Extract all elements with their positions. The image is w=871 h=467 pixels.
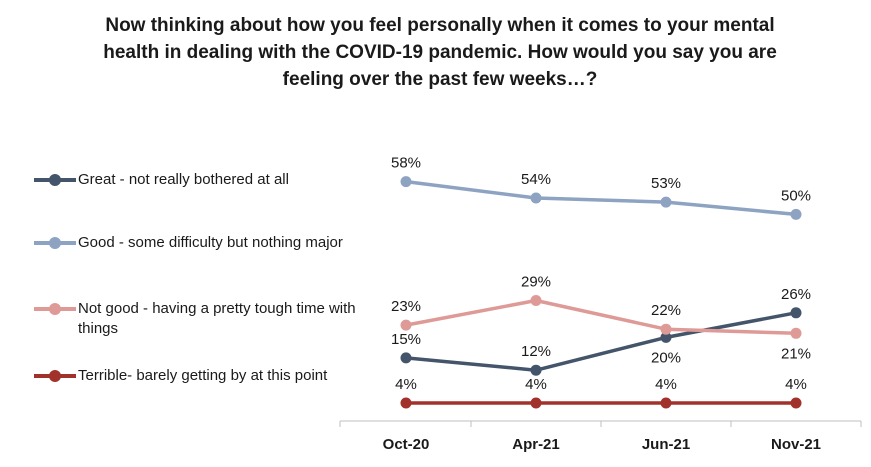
data-label-good: 53% xyxy=(651,175,681,192)
legend: Great - not really bothered at all Good … xyxy=(34,0,374,467)
data-label-terrible: 4% xyxy=(785,376,807,393)
legend-marker-not-good xyxy=(34,299,76,319)
data-label-not-good: 22% xyxy=(651,302,681,319)
data-label-terrible: 4% xyxy=(395,376,417,393)
data-point-great xyxy=(660,331,672,343)
data-label-good: 54% xyxy=(521,171,551,188)
x-tick-label: Oct-20 xyxy=(383,436,430,453)
x-tick-label: Nov-21 xyxy=(771,436,821,453)
data-label-great: 20% xyxy=(651,349,681,366)
data-point-not-good xyxy=(400,319,412,331)
data-point-terrible xyxy=(790,397,802,409)
data-point-good xyxy=(790,208,802,220)
data-point-terrible xyxy=(660,397,672,409)
data-point-not-good xyxy=(790,327,802,339)
data-label-terrible: 4% xyxy=(525,376,547,393)
legend-item-good: Good - some difficulty but nothing major xyxy=(34,233,368,253)
data-label-good: 50% xyxy=(781,187,811,204)
data-point-great xyxy=(790,307,802,319)
data-point-good xyxy=(530,192,542,204)
data-point-great xyxy=(530,364,542,376)
x-tick-label: Apr-21 xyxy=(512,436,560,453)
x-tick-label: Jun-21 xyxy=(642,436,690,453)
data-point-not-good xyxy=(660,323,672,335)
legend-marker-terrible xyxy=(34,366,76,386)
legend-item-great: Great - not really bothered at all xyxy=(34,170,368,190)
chart-title: Now thinking about how you feel personal… xyxy=(103,15,777,90)
series-line-great xyxy=(405,311,797,372)
data-point-terrible xyxy=(400,397,412,409)
legend-marker-good xyxy=(34,233,76,253)
data-label-not-good: 23% xyxy=(391,298,421,315)
data-label-great: 12% xyxy=(521,343,551,360)
legend-label-good: Good - some difficulty but nothing major xyxy=(78,234,343,251)
data-label-good: 58% xyxy=(391,155,421,172)
legend-label-terrible: Terrible- barely getting by at this poin… xyxy=(78,367,328,384)
data-label-not-good: 21% xyxy=(781,345,811,362)
legend-label-great: Great - not really bothered at all xyxy=(78,171,289,188)
data-point-great xyxy=(400,352,412,364)
series-line-not-good xyxy=(405,298,797,336)
data-point-not-good xyxy=(530,295,542,306)
data-label-terrible: 4% xyxy=(655,376,677,393)
data-label-not-good: 29% xyxy=(521,274,551,291)
data-label-great: 26% xyxy=(781,286,811,303)
legend-marker-great xyxy=(34,170,76,190)
legend-item-not-good: Not good - having a pretty tough time wi… xyxy=(34,299,363,339)
legend-item-terrible: Terrible- barely getting by at this poin… xyxy=(34,366,368,386)
data-label-great: 15% xyxy=(391,331,421,348)
series-line-good xyxy=(405,179,797,217)
data-point-good xyxy=(400,176,412,188)
data-point-good xyxy=(660,196,672,208)
data-point-terrible xyxy=(530,397,542,409)
legend-label-not-good: Not good - having a pretty tough time wi… xyxy=(78,300,356,337)
